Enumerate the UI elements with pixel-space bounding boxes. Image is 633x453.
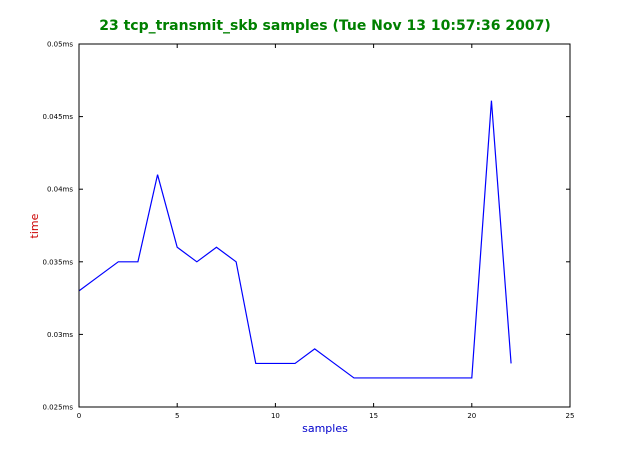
- x-tick-label: 0: [77, 412, 81, 420]
- y-tick-label: 0.025ms: [42, 404, 73, 412]
- y-tick-label: 0.03ms: [47, 331, 73, 339]
- y-tick-label: 0.045ms: [42, 113, 73, 121]
- x-axis-label: samples: [302, 422, 348, 435]
- y-tick-label: 0.05ms: [47, 41, 73, 49]
- plot-frame: [78, 43, 571, 408]
- y-axis-label: time: [28, 213, 41, 238]
- x-tick-label: 5: [175, 412, 179, 420]
- y-tick-label: 0.04ms: [47, 186, 73, 194]
- x-tick-label: 20: [467, 412, 476, 420]
- x-tick-label: 15: [369, 412, 378, 420]
- x-tick-label: 25: [566, 412, 575, 420]
- chart-title: 23 tcp_transmit_skb samples (Tue Nov 13 …: [99, 18, 551, 34]
- data-line: [78, 100, 512, 379]
- x-tick-label: 10: [271, 412, 280, 420]
- y-tick-label: 0.035ms: [42, 258, 73, 266]
